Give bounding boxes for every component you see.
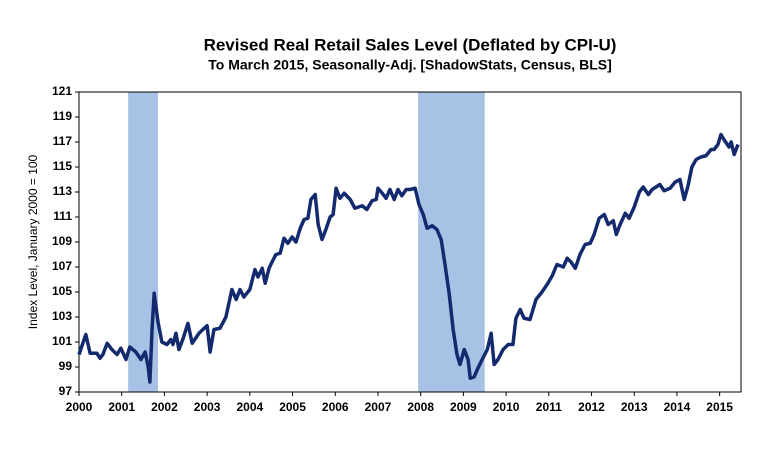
x-tick-label: 2004: [236, 400, 263, 414]
x-tick-label: 2010: [493, 400, 520, 414]
chart-subtitle: To March 2015, Seasonally-Adj. [ShadowSt…: [208, 57, 612, 73]
data-line: [77, 132, 740, 384]
y-tick-label: 99: [59, 359, 73, 373]
y-tick-label: 97: [59, 384, 73, 398]
x-tick-label: 2007: [365, 400, 392, 414]
x-tick-label: 2008: [407, 400, 434, 414]
x-tick-label: 2001: [108, 400, 135, 414]
y-tick-label: 105: [52, 284, 72, 298]
x-tick-label: 2013: [621, 400, 648, 414]
chart-title: Revised Real Retail Sales Level (Deflate…: [204, 35, 617, 54]
y-tick-label: 113: [53, 184, 73, 198]
x-tick-label: 2005: [279, 400, 306, 414]
y-tick-label: 111: [53, 209, 72, 223]
x-tick-label: 2011: [536, 400, 562, 414]
x-tick-label: 2014: [664, 400, 691, 414]
y-tick-label: 109: [52, 234, 72, 248]
y-tick-label: 101: [52, 334, 72, 348]
y-tick-label: 121: [52, 84, 72, 98]
y-tick-label: 115: [53, 159, 73, 173]
x-tick-label: 2012: [578, 400, 605, 414]
y-axis-label: Index Level, January 2000 = 100: [26, 154, 40, 329]
y-tick-label: 107: [52, 259, 72, 273]
y-tick-label: 117: [53, 134, 73, 148]
x-tick-label: 2000: [66, 400, 93, 414]
y-tick-label: 103: [52, 309, 72, 323]
x-tick-label: 2006: [322, 400, 349, 414]
x-tick-label: 2009: [450, 400, 477, 414]
y-tick-label: 119: [53, 109, 73, 123]
x-tick-label: 2003: [194, 400, 221, 414]
recession-band: [128, 92, 159, 392]
x-tick-label: 2015: [706, 400, 733, 414]
x-tick-label: 2002: [151, 400, 178, 414]
recession-band: [418, 92, 485, 392]
